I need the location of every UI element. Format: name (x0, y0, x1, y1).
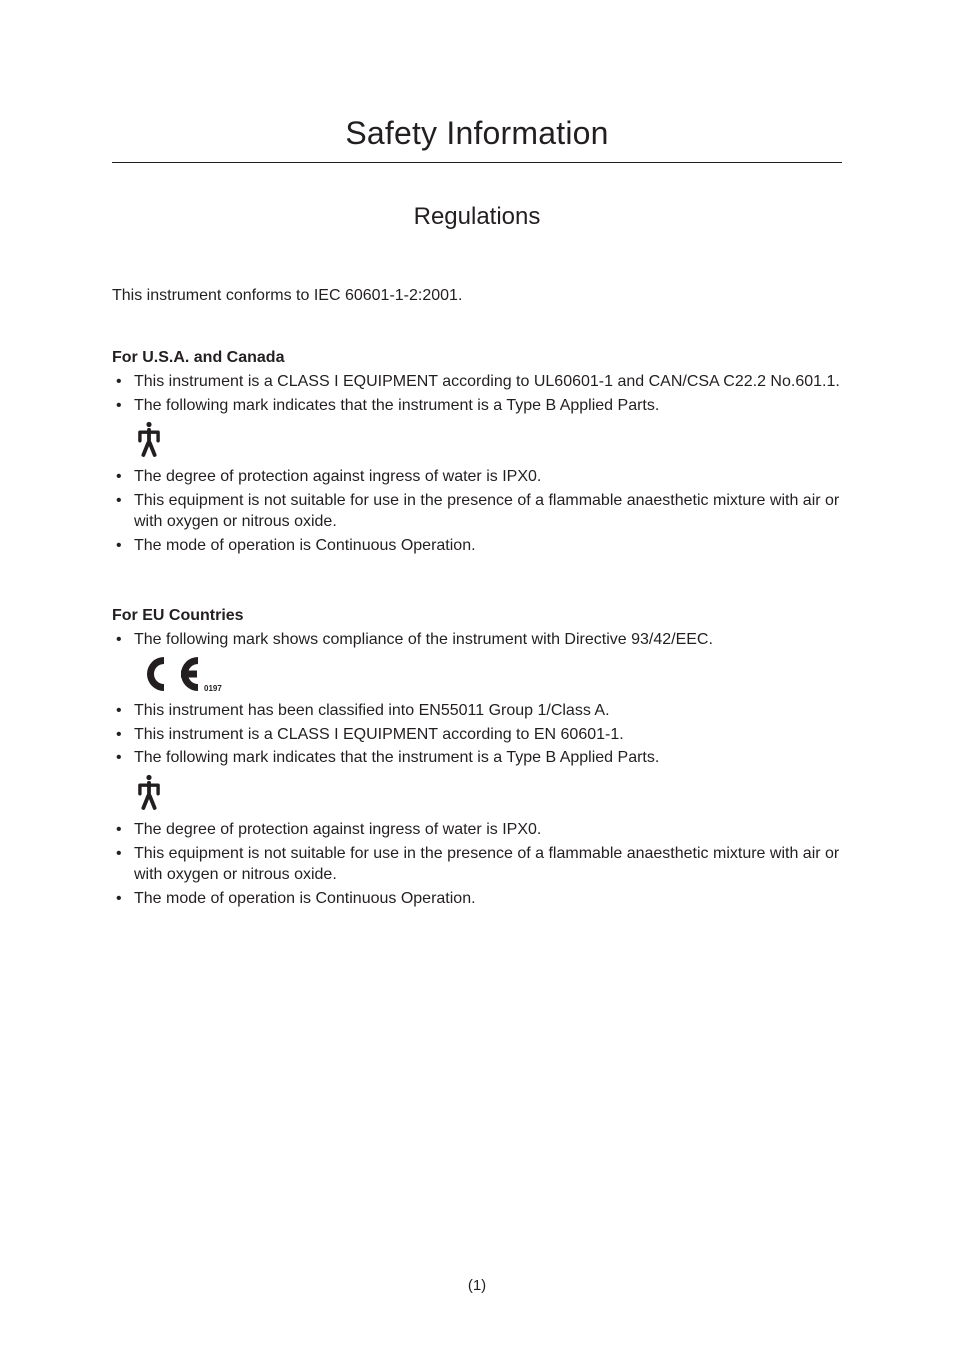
section-heading-usa-canada: For U.S.A. and Canada (112, 349, 842, 367)
list-item: This instrument is a CLASS I EQUIPMENT a… (112, 724, 842, 746)
list-item: This equipment is not suitable for use i… (112, 843, 842, 886)
title-underline (112, 162, 842, 163)
icon-row: 0197 (112, 654, 842, 694)
type-b-applied-parts-icon (134, 773, 164, 813)
list-item: The following mark shows compliance of t… (112, 629, 842, 651)
icon-row (112, 420, 842, 460)
list-item: This instrument has been classified into… (112, 700, 842, 722)
icon-row (112, 773, 842, 813)
list-item: The degree of protection against ingress… (112, 466, 842, 488)
bullet-list-eu: The following mark shows compliance of t… (112, 629, 842, 910)
list-item: The degree of protection against ingress… (112, 819, 842, 841)
page-title: Safety Information (112, 115, 842, 152)
list-item: This equipment is not suitable for use i… (112, 490, 842, 533)
page: Safety Information Regulations This inst… (0, 0, 954, 1350)
type-b-applied-parts-icon (134, 420, 164, 460)
ce-mark-icon: 0197 (134, 654, 226, 694)
section-heading-eu: For EU Countries (112, 607, 842, 625)
bullet-list-usa-canada: This instrument is a CLASS I EQUIPMENT a… (112, 371, 842, 557)
list-item: The following mark indicates that the in… (112, 395, 842, 417)
list-item: The mode of operation is Continuous Oper… (112, 535, 842, 557)
list-item: The following mark indicates that the in… (112, 747, 842, 769)
ce-notified-body: 0197 (204, 684, 222, 693)
list-item: This instrument is a CLASS I EQUIPMENT a… (112, 371, 842, 393)
list-item: The mode of operation is Continuous Oper… (112, 888, 842, 910)
page-subtitle: Regulations (112, 203, 842, 231)
page-number: (1) (0, 1277, 954, 1294)
intro-paragraph: This instrument conforms to IEC 60601-1-… (112, 287, 842, 305)
